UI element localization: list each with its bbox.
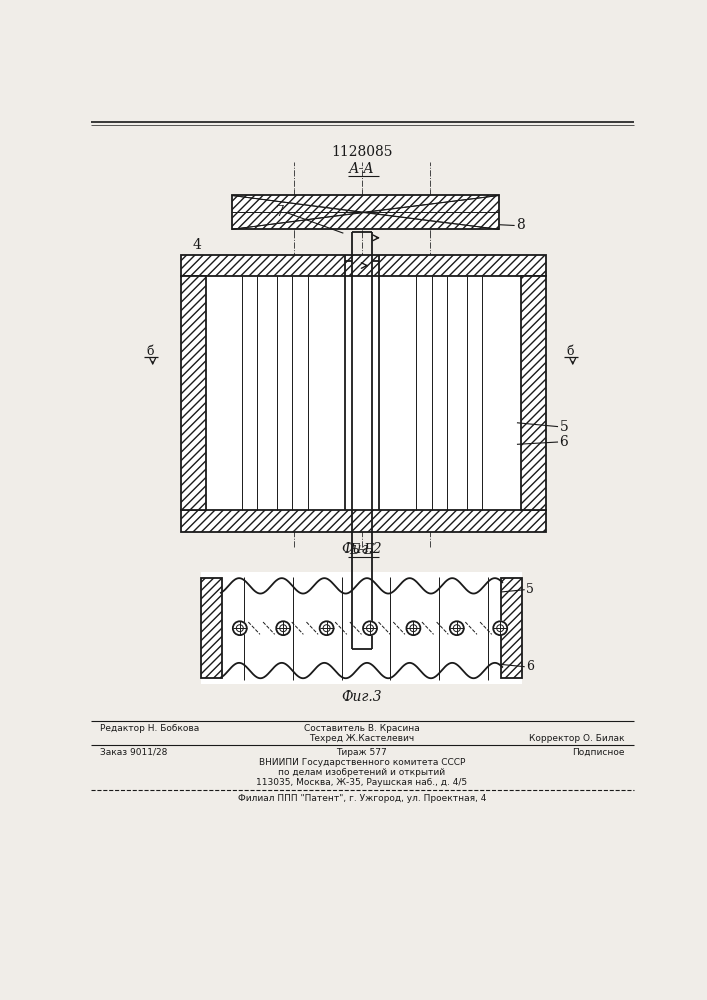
Text: 7: 7 [276, 205, 284, 219]
Bar [201, 572, 522, 684]
Circle shape [493, 620, 508, 636]
Text: Техред Ж.Кастелевич: Техред Ж.Кастелевич [310, 734, 414, 743]
Text: Редактор Н. Бобкова: Редактор Н. Бобкова [100, 724, 199, 733]
Text: Фиг.3: Фиг.3 [341, 690, 382, 704]
Bar [206, 276, 521, 510]
Text: 5: 5 [526, 583, 534, 596]
Text: 5: 5 [559, 420, 568, 434]
Text: Составитель В. Красина: Составитель В. Красина [304, 724, 420, 733]
Bar [201, 578, 223, 678]
Text: б: б [146, 345, 154, 358]
Text: 6: 6 [559, 435, 568, 449]
Text: Подписное: Подписное [572, 748, 625, 757]
Circle shape [276, 620, 291, 636]
Circle shape [362, 620, 378, 636]
Text: Корректор О. Билак: Корректор О. Билак [529, 734, 625, 743]
Text: 4: 4 [193, 238, 202, 252]
Text: Тираж 577: Тираж 577 [337, 748, 387, 757]
Text: А-А: А-А [349, 162, 375, 176]
Text: Филиал ППП "Патент", г. Ужгород, ул. Проектная, 4: Филиал ППП "Патент", г. Ужгород, ул. Про… [238, 794, 486, 803]
Text: 8: 8 [516, 218, 525, 232]
Bar [182, 276, 206, 510]
Text: 6: 6 [526, 660, 534, 673]
Text: Фиг.2: Фиг.2 [341, 542, 382, 556]
Bar [521, 276, 546, 510]
Circle shape [406, 620, 421, 636]
Text: б: б [567, 345, 574, 358]
Bar [182, 255, 546, 276]
Text: Заказ 9011/28: Заказ 9011/28 [100, 748, 168, 757]
Text: 1128085: 1128085 [331, 145, 392, 159]
Bar [501, 578, 522, 678]
Circle shape [319, 620, 334, 636]
Text: ВНИИПИ Государственного комитета СССР: ВНИИПИ Государственного комитета СССР [259, 758, 465, 767]
Circle shape [449, 620, 464, 636]
Text: по делам изобретений и открытий: по делам изобретений и открытий [279, 768, 445, 777]
Circle shape [232, 620, 247, 636]
Bar [232, 195, 499, 229]
Text: 113035, Москва, Ж-35, Раушская наб., д. 4/5: 113035, Москва, Ж-35, Раушская наб., д. … [257, 778, 467, 787]
Bar [182, 510, 546, 532]
Text: Б-Б: Б-Б [349, 543, 375, 557]
